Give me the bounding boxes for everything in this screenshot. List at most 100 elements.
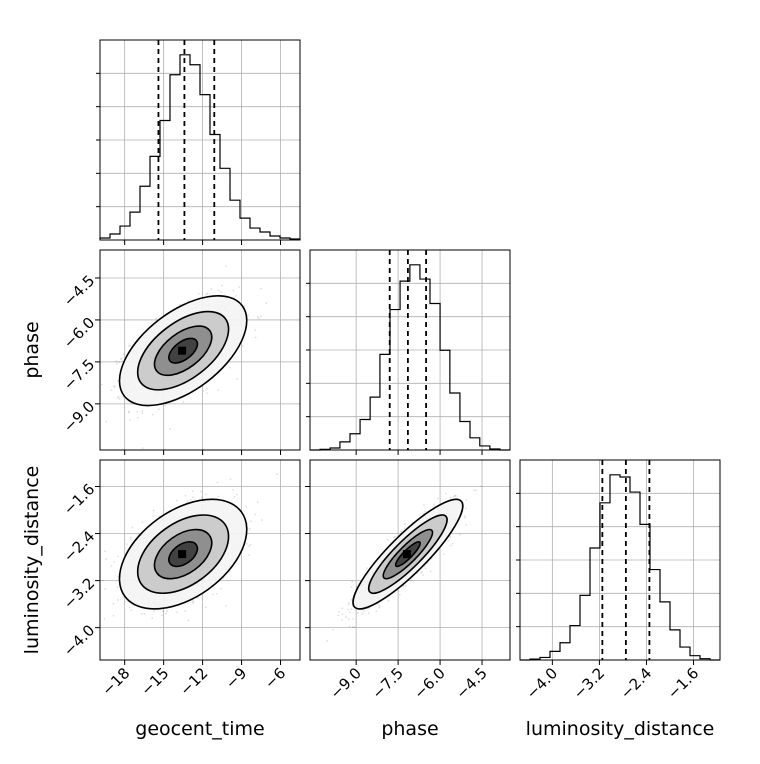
xtick-label-geocent_time-1: −15 [137,664,172,699]
sample-point [351,626,354,629]
sample-point [341,607,344,610]
sample-point [241,345,244,348]
xaxis-label-phase: phase [381,718,438,740]
sample-point [452,495,455,498]
sample-point [205,493,208,496]
sample-point [404,584,407,587]
histogram-panel-geocent_time [96,39,301,241]
sample-point [141,447,144,450]
sample-point [341,612,344,615]
density-content-geocent_time-phase [77,265,268,450]
sample-point [191,490,194,492]
sample-point [125,543,128,546]
sample-point [141,412,144,415]
xtick-label-geocent_time-3: −9 [222,664,250,692]
sample-point [162,610,164,613]
sample-point [449,544,452,547]
sample-point [104,550,106,553]
sample-point [332,628,335,631]
sample-point [356,611,359,614]
sample-point [233,496,236,498]
sample-point [220,587,222,590]
sample-point [192,601,195,603]
sample-point [127,344,130,347]
xtick-label-phase-3: −4.5 [452,664,490,702]
density-peak-marker [178,346,187,355]
sample-point [217,289,220,292]
sample-point [221,284,224,287]
sample-point [222,577,225,580]
sample-point [129,538,132,541]
sample-point [423,503,425,506]
sample-point [152,610,155,612]
sample-point [105,558,108,561]
sample-point [141,521,144,524]
sample-point [102,579,104,582]
sample-point [215,592,218,595]
sample-point [367,612,370,615]
sample-point [118,361,120,364]
sample-point [348,601,350,604]
sample-point [151,617,154,620]
sample-point [442,553,445,556]
sample-point [326,639,329,642]
sample-point [182,401,185,403]
ytick-label-phase-0: −9.0 [60,397,98,435]
sample-point [345,616,347,618]
sample-point [110,565,113,567]
sample-point [130,609,133,612]
sample-point [437,497,439,500]
axes-frame-geocent_time-phase [99,249,301,451]
sample-point [129,419,132,422]
sample-point [165,612,167,615]
sample-point [118,398,121,400]
sample-point [353,626,356,629]
sample-point [429,570,432,573]
ytick-label-luminosity_distance-0: −4.0 [60,621,98,659]
sample-point [254,336,257,339]
sample-point [260,315,262,318]
ytick-label-phase-3: −4.5 [60,272,98,310]
histogram-step-geocent_time [99,54,301,240]
sample-point [260,287,263,290]
sample-point [117,599,119,601]
sample-point [341,618,343,621]
sample-point [347,608,350,611]
histogram-step-luminosity_distance [520,474,720,661]
sample-point [117,395,120,398]
sample-point [245,505,248,508]
sample-point [206,387,209,390]
sample-point [366,567,368,570]
density-panel-phase-vs-luminosity_distance [309,459,511,661]
xtick-label-luminosity_distance-1: −3.2 [570,664,608,702]
sample-point [377,602,380,605]
sample-point [120,357,123,360]
sample-point [350,598,353,601]
sample-point [189,499,192,502]
sample-point [378,606,381,609]
sample-point [152,509,155,512]
sample-point [112,385,115,388]
sample-point [217,495,220,498]
sample-point [465,499,468,501]
sample-point [151,413,154,416]
sample-point [104,588,107,591]
sample-point [348,611,351,614]
axes-frame-phase-luminosity_distance [309,459,511,661]
xtick-label-luminosity_distance-2: −2.4 [617,664,655,702]
sample-point [220,291,222,293]
sample-point [117,555,119,558]
sample-point [211,593,214,596]
sample-point [143,613,146,615]
sample-point [449,536,452,539]
sample-point [152,515,155,517]
xaxis-label-geocent_time: geocent_time [135,718,264,740]
sample-point [103,617,106,620]
sample-point [393,536,395,539]
sample-point [464,517,467,520]
density-peak-marker [178,550,187,559]
sample-point [77,391,79,393]
histogram-step-phase [310,264,510,451]
xtick-label-luminosity_distance-0: −4.0 [523,664,561,702]
sample-point [238,286,241,288]
